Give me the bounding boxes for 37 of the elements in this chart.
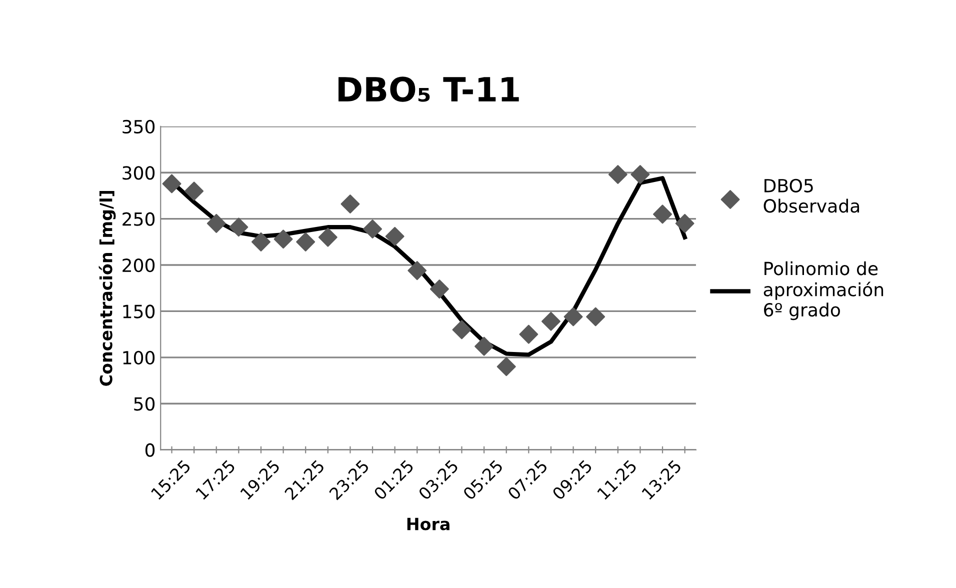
y-tick-label: 0 [145, 443, 155, 457]
point [408, 261, 427, 280]
legend-label: DBO5 Observada [764, 178, 860, 213]
y-tick-label: 100 [123, 350, 155, 365]
point [296, 232, 316, 252]
point [274, 230, 293, 249]
y-tick-label: 200 [122, 258, 155, 272]
y-axis-title: Concentración [mg/l] [98, 191, 116, 386]
y-tick-label: 350 [122, 120, 155, 134]
point [162, 174, 182, 194]
point [206, 214, 226, 233]
point [653, 204, 672, 224]
point [363, 220, 382, 238]
point [430, 280, 449, 299]
point [252, 232, 270, 252]
point [385, 226, 404, 246]
point [452, 320, 472, 340]
y-tick-label: 150 [123, 304, 155, 318]
y-tick-label: 250 [122, 212, 155, 226]
point [608, 164, 628, 184]
point [496, 357, 516, 376]
point [474, 336, 494, 356]
point [586, 307, 606, 326]
point [675, 214, 694, 233]
x-axis-title: Hora [407, 518, 450, 530]
point [340, 194, 360, 214]
point [229, 218, 248, 237]
point [184, 182, 204, 201]
legend-label: Polinomio de aproximación 6º grado [764, 261, 884, 320]
point [318, 228, 338, 247]
point [519, 324, 538, 344]
point [564, 307, 583, 326]
y-tick-label: 50 [134, 397, 155, 411]
chart-title: DBO₅ T-11 [338, 76, 519, 102]
point [630, 164, 650, 184]
y-tick-label: 300 [122, 166, 155, 180]
point [541, 312, 560, 331]
